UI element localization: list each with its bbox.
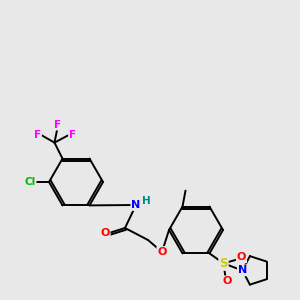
Text: N: N [131, 200, 141, 210]
Text: O: O [237, 252, 246, 262]
Text: O: O [157, 247, 167, 257]
Text: Cl: Cl [24, 177, 36, 187]
Text: O: O [100, 228, 110, 238]
Text: N: N [238, 266, 247, 275]
Text: S: S [219, 257, 228, 270]
Text: F: F [69, 130, 76, 140]
Text: O: O [223, 276, 232, 286]
Text: F: F [34, 130, 41, 140]
Text: F: F [54, 120, 61, 130]
Text: H: H [142, 196, 150, 206]
